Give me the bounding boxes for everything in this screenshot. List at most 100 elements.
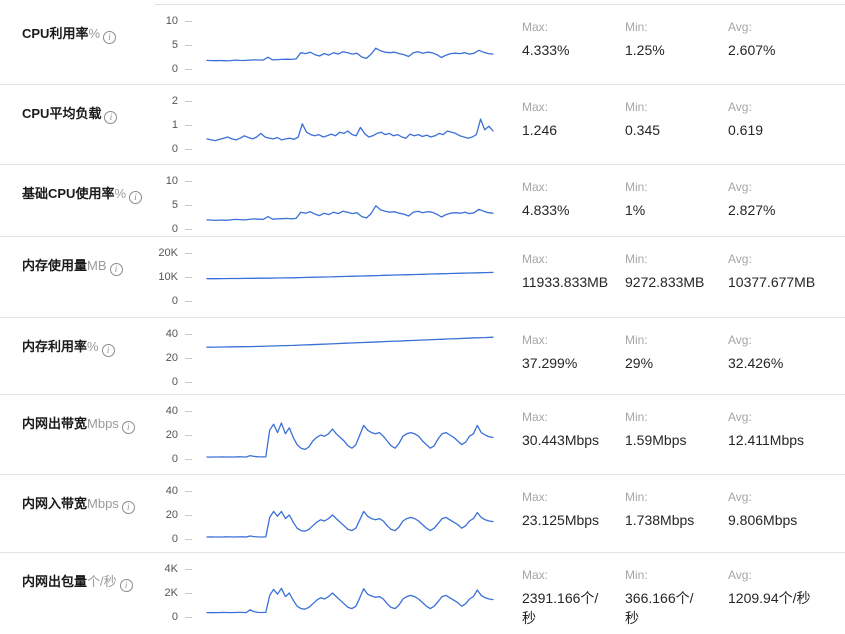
info-icon[interactable] bbox=[109, 262, 123, 276]
metric-row: 内存利用率% 40 20 0 Max: 37.299% Min: 29% Avg… bbox=[0, 318, 845, 395]
sparkline-chart[interactable] bbox=[205, 13, 495, 79]
stat-max-value: 23.125Mbps bbox=[522, 512, 600, 528]
metric-row: 基础CPU使用率% 10 5 0 Max: 4.833% Min: 1% Avg… bbox=[0, 165, 845, 237]
info-icon[interactable] bbox=[119, 578, 133, 592]
stat-max-label: Max: bbox=[522, 20, 549, 34]
sparkline-series bbox=[206, 587, 494, 614]
sparkline-series bbox=[206, 422, 494, 458]
y-tick-mark bbox=[185, 358, 192, 359]
metric-name: 内存利用率% bbox=[22, 336, 115, 357]
stat-avg-value: 9.806Mbps bbox=[728, 512, 798, 528]
y-tick-label-mid: 20 bbox=[165, 429, 178, 441]
metric-name-text: CPU利用率 bbox=[22, 26, 89, 41]
stat-min-value: 29% bbox=[625, 355, 654, 371]
metric-name-text: CPU平均负载 bbox=[22, 106, 102, 121]
stat-min: Min: 1.738Mbps bbox=[625, 490, 725, 530]
stat-min-label: Min: bbox=[625, 180, 648, 194]
stat-min-value: 1.738Mbps bbox=[625, 512, 695, 528]
stat-min: Min: 1.59Mbps bbox=[625, 410, 725, 450]
y-tick-mark bbox=[185, 101, 192, 102]
stat-min-label: Min: bbox=[625, 490, 648, 504]
y-tick-mark bbox=[185, 569, 192, 570]
stat-avg: Avg: 32.426% bbox=[728, 333, 842, 373]
metric-unit: % bbox=[88, 26, 101, 41]
metric-unit: 个/秒 bbox=[87, 574, 117, 589]
sparkline-series bbox=[206, 271, 494, 280]
stat-max: Max: 2391.166个/ 秒 bbox=[522, 568, 622, 628]
y-tick-label-top: 40 bbox=[165, 328, 178, 340]
y-tick-label-bottom: 0 bbox=[171, 295, 178, 307]
stat-avg-label: Avg: bbox=[728, 568, 752, 582]
y-tick-mark bbox=[185, 69, 192, 70]
stat-min-value-line2: 秒 bbox=[625, 610, 639, 626]
info-icon[interactable] bbox=[121, 500, 135, 514]
sparkline-chart[interactable] bbox=[205, 403, 495, 469]
stat-max-label: Max: bbox=[522, 568, 549, 582]
metric-name: 基础CPU使用率% bbox=[22, 183, 143, 204]
sparkline-series bbox=[206, 118, 494, 142]
stat-min-value: 0.345 bbox=[625, 122, 661, 138]
y-tick-mark bbox=[185, 21, 192, 22]
y-tick-mark bbox=[185, 515, 192, 516]
stat-min: Min: 0.345 bbox=[625, 100, 725, 140]
stat-max: Max: 4.333% bbox=[522, 20, 622, 60]
stat-max: Max: 1.246 bbox=[522, 100, 622, 140]
metric-name-text: 内网出带宽 bbox=[22, 416, 88, 431]
stat-max: Max: 11933.833MB bbox=[522, 252, 622, 292]
sparkline-chart[interactable] bbox=[205, 561, 495, 627]
stat-min-value: 9272.833MB bbox=[625, 274, 705, 290]
info-icon[interactable] bbox=[104, 110, 118, 124]
y-tick-label-top: 40 bbox=[165, 485, 178, 497]
stat-max-label: Max: bbox=[522, 252, 549, 266]
y-tick-mark bbox=[185, 459, 192, 460]
info-icon[interactable] bbox=[101, 343, 115, 357]
y-tick-mark bbox=[185, 277, 192, 278]
sparkline-chart[interactable] bbox=[205, 326, 495, 392]
y-tick-mark bbox=[185, 435, 192, 436]
y-tick-mark bbox=[185, 491, 192, 492]
sparkline-chart[interactable] bbox=[205, 245, 495, 311]
stat-max-value: 30.443Mbps bbox=[522, 432, 600, 448]
stat-avg-value: 10377.677MB bbox=[728, 274, 816, 290]
metric-name: 内网出带宽Mbps bbox=[22, 413, 135, 434]
stat-max-value: 37.299% bbox=[522, 355, 578, 371]
y-tick-label-bottom: 0 bbox=[171, 223, 178, 235]
stat-max-value: 2391.166个/ bbox=[522, 590, 599, 606]
y-tick-label-mid: 1 bbox=[171, 119, 178, 131]
info-icon[interactable] bbox=[103, 30, 117, 44]
metric-unit: Mbps bbox=[87, 416, 119, 431]
sparkline-chart[interactable] bbox=[205, 173, 495, 239]
metric-unit: % bbox=[87, 339, 99, 354]
stat-max-label: Max: bbox=[522, 180, 549, 194]
stat-max: Max: 30.443Mbps bbox=[522, 410, 622, 450]
y-tick-mark bbox=[185, 617, 192, 618]
y-tick-mark bbox=[185, 125, 192, 126]
sparkline-chart[interactable] bbox=[205, 93, 495, 159]
stat-min: Min: 366.166个/ 秒 bbox=[625, 568, 725, 628]
y-tick-mark bbox=[185, 253, 192, 254]
sparkline-series bbox=[206, 336, 494, 348]
y-tick-mark bbox=[185, 229, 192, 230]
y-tick-label-top: 10 bbox=[165, 175, 178, 187]
info-icon[interactable] bbox=[129, 190, 143, 204]
y-tick-label-mid: 5 bbox=[171, 199, 178, 211]
stat-avg-label: Avg: bbox=[728, 20, 752, 34]
y-tick-label-bottom: 0 bbox=[171, 533, 178, 545]
stat-min-value: 1.25% bbox=[625, 42, 665, 58]
y-tick-label-mid: 5 bbox=[171, 39, 178, 51]
info-icon[interactable] bbox=[121, 420, 135, 434]
stat-min-value: 366.166个/ bbox=[625, 590, 694, 606]
metric-name: 内网入带宽Mbps bbox=[22, 493, 135, 514]
metric-name-text: 内存利用率 bbox=[22, 339, 88, 354]
y-tick-label-mid: 20 bbox=[165, 509, 178, 521]
stat-max: Max: 23.125Mbps bbox=[522, 490, 622, 530]
stat-max: Max: 37.299% bbox=[522, 333, 622, 373]
stat-max-label: Max: bbox=[522, 410, 549, 424]
y-tick-mark bbox=[185, 411, 192, 412]
y-tick-label-top: 4K bbox=[164, 563, 178, 575]
stat-max-label: Max: bbox=[522, 100, 549, 114]
y-tick-mark bbox=[185, 334, 192, 335]
stat-avg-label: Avg: bbox=[728, 100, 752, 114]
y-tick-label-top: 20K bbox=[158, 247, 178, 259]
sparkline-chart[interactable] bbox=[205, 483, 495, 549]
